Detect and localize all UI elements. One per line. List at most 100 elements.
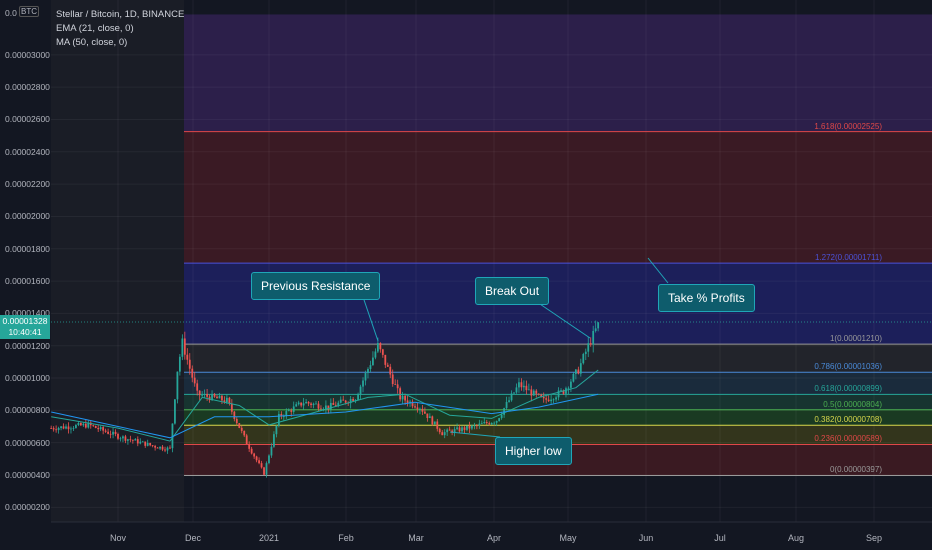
candle bbox=[260, 463, 263, 468]
candle bbox=[109, 433, 112, 435]
candle bbox=[87, 422, 90, 428]
price-tick: 0.00000200 bbox=[5, 502, 50, 513]
candle bbox=[359, 386, 362, 395]
candle bbox=[584, 351, 587, 355]
candle bbox=[572, 373, 575, 382]
candle bbox=[302, 403, 305, 406]
candle bbox=[57, 427, 60, 431]
candle bbox=[332, 402, 335, 405]
callout-take-profits[interactable]: Take % Profits bbox=[658, 284, 755, 312]
fib-zone-0 bbox=[184, 14, 932, 120]
candle bbox=[67, 426, 70, 430]
candle bbox=[475, 425, 478, 427]
candle bbox=[471, 425, 473, 429]
candle bbox=[562, 390, 565, 394]
candle bbox=[193, 377, 196, 384]
candle bbox=[82, 423, 85, 426]
last-price-tag: 0.00001328 10:40:41 bbox=[0, 315, 50, 339]
callout-previous-resistance[interactable]: Previous Resistance bbox=[251, 272, 381, 300]
price-tick: 0.00002600 bbox=[5, 114, 50, 125]
fib-zone-8 bbox=[184, 425, 932, 445]
candle bbox=[537, 393, 540, 395]
candle bbox=[250, 448, 253, 454]
candle bbox=[243, 430, 246, 436]
candle bbox=[401, 395, 404, 400]
price-tick: 0.00001600 bbox=[5, 276, 50, 287]
candle bbox=[579, 363, 582, 374]
candle bbox=[240, 427, 243, 431]
candle bbox=[411, 401, 414, 407]
candle bbox=[181, 338, 184, 357]
symbol-title[interactable]: Stellar / Bitcoin, 1D, BINANCE bbox=[56, 9, 185, 20]
candle bbox=[384, 354, 387, 365]
time-tick: Sep bbox=[865, 533, 883, 543]
candle bbox=[394, 384, 397, 385]
price-tick: 0.00000400 bbox=[5, 470, 50, 480]
candle bbox=[295, 404, 298, 407]
ema-line bbox=[51, 369, 599, 442]
fib-label: 1(0.00001210) bbox=[829, 334, 882, 344]
callout-higher-low[interactable]: Higher low bbox=[495, 437, 572, 465]
candle bbox=[369, 365, 372, 370]
candle bbox=[99, 427, 102, 430]
candle bbox=[127, 439, 129, 441]
candle bbox=[124, 436, 127, 441]
candle bbox=[169, 447, 171, 449]
candle bbox=[263, 467, 265, 475]
candle bbox=[379, 343, 382, 350]
candle bbox=[587, 343, 590, 352]
fib-label: 0.618(0.00000899) bbox=[814, 384, 882, 394]
candle bbox=[386, 364, 389, 367]
candle bbox=[149, 442, 152, 446]
candle bbox=[513, 392, 515, 394]
candle bbox=[535, 390, 538, 394]
candle bbox=[597, 322, 600, 329]
candle bbox=[349, 398, 352, 404]
candle bbox=[203, 394, 206, 395]
fib-zone-1 bbox=[184, 119, 932, 132]
candle bbox=[198, 390, 201, 396]
time-tick: Apr bbox=[486, 533, 502, 543]
callout-break-out[interactable]: Break Out bbox=[475, 277, 550, 305]
time-tick: Feb bbox=[338, 533, 354, 543]
candle bbox=[161, 446, 164, 450]
candle bbox=[307, 401, 310, 404]
candle bbox=[463, 427, 466, 430]
candle bbox=[151, 445, 154, 447]
candle bbox=[446, 429, 449, 433]
candle bbox=[498, 418, 501, 422]
candle bbox=[275, 425, 278, 435]
candle bbox=[122, 436, 124, 439]
candle bbox=[129, 439, 132, 441]
fib-label: 0.5(0.00000804) bbox=[823, 399, 882, 409]
candle bbox=[490, 423, 493, 425]
ema-indicator-label[interactable]: EMA (21, close, 0) bbox=[56, 23, 134, 34]
candle bbox=[414, 406, 416, 408]
candle bbox=[367, 369, 369, 374]
fib-label: 0(0.00000397) bbox=[829, 465, 882, 475]
chart-legend: Stellar / Bitcoin, 1D, BINANCE EMA (21, … bbox=[56, 8, 184, 50]
price-tick: 0.00002200 bbox=[5, 179, 50, 190]
candle bbox=[592, 330, 595, 345]
candle bbox=[154, 445, 157, 448]
candle bbox=[196, 383, 199, 391]
axis-prefix: 0.0 bbox=[5, 8, 17, 18]
candle bbox=[419, 408, 421, 410]
candle bbox=[523, 385, 525, 388]
candle bbox=[555, 397, 557, 400]
fib-zone-5 bbox=[184, 372, 932, 395]
candle bbox=[547, 399, 550, 402]
candle bbox=[70, 428, 72, 430]
candle bbox=[144, 441, 147, 446]
candle bbox=[248, 444, 251, 449]
candle bbox=[72, 427, 75, 429]
candle bbox=[292, 406, 295, 412]
candle bbox=[416, 407, 419, 410]
candle bbox=[114, 431, 117, 434]
price-axis[interactable]: 0.00003000 0.00002800 0.00002600 0.00002400… bbox=[0, 0, 51, 550]
ma-indicator-label[interactable]: MA (50, close, 0) bbox=[56, 37, 128, 48]
candle bbox=[374, 351, 377, 358]
candle bbox=[117, 433, 119, 439]
candle bbox=[75, 425, 77, 428]
